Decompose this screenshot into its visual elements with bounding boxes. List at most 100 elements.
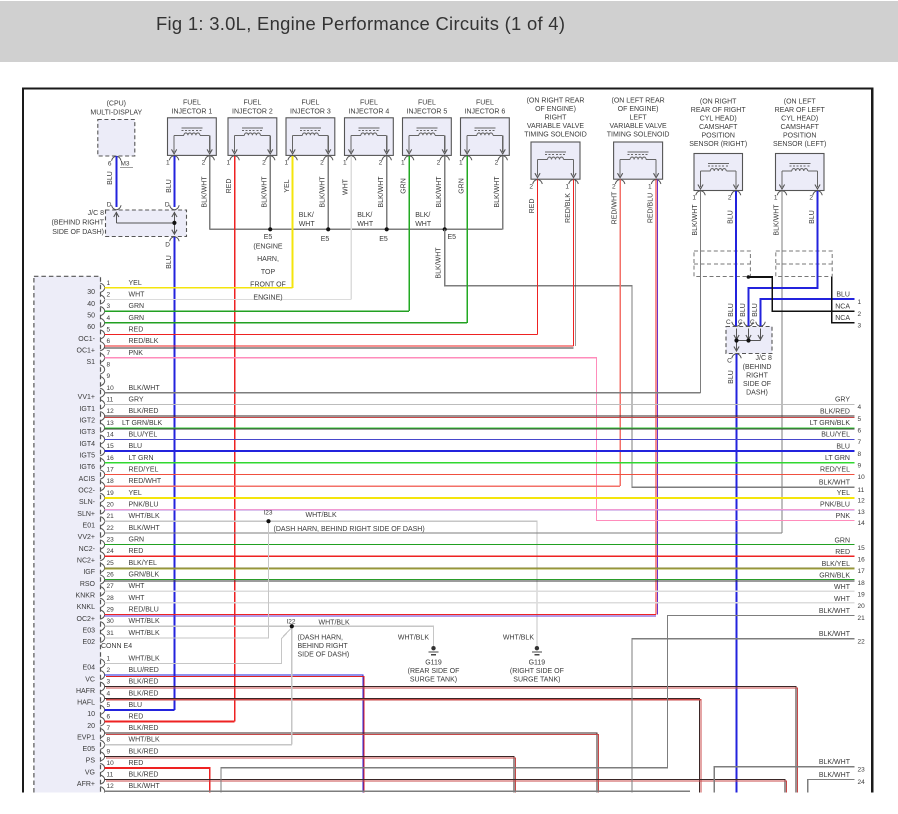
svg-text:INJECTOR 4: INJECTOR 4 xyxy=(349,109,390,116)
svg-text:9: 9 xyxy=(107,373,111,380)
svg-text:SENSOR (LEFT): SENSOR (LEFT) xyxy=(773,141,826,148)
svg-text:BLK/WHT: BLK/WHT xyxy=(436,176,443,208)
svg-text:BLK/RED: BLK/RED xyxy=(129,772,159,779)
svg-text:WHT/BLK: WHT/BLK xyxy=(306,512,337,519)
svg-text:VARIABLE VALVE: VARIABLE VALVE xyxy=(609,123,667,130)
svg-text:11: 11 xyxy=(107,772,114,779)
svg-text:NC2-: NC2- xyxy=(79,546,96,553)
svg-text:WHT: WHT xyxy=(129,291,146,298)
svg-text:WHT/BLK: WHT/BLK xyxy=(129,655,160,662)
svg-text:1: 1 xyxy=(343,160,347,167)
svg-text:S1: S1 xyxy=(86,359,95,366)
svg-text:2: 2 xyxy=(809,195,813,202)
svg-text:BLK/RED: BLK/RED xyxy=(129,679,159,686)
svg-text:WHT/BLK: WHT/BLK xyxy=(129,630,160,637)
svg-text:NC2+: NC2+ xyxy=(77,558,95,565)
svg-text:INJECTOR 2: INJECTOR 2 xyxy=(232,109,273,116)
svg-text:(ON RIGHT REAR: (ON RIGHT REAR xyxy=(527,98,585,105)
svg-text:VV1+: VV1+ xyxy=(78,394,95,401)
svg-text:BLK/RED: BLK/RED xyxy=(129,690,159,697)
svg-text:BLK/RED: BLK/RED xyxy=(129,748,159,755)
svg-text:SLN-: SLN- xyxy=(79,499,96,506)
svg-text:EVP1: EVP1 xyxy=(77,734,95,741)
svg-text:KNKL: KNKL xyxy=(77,604,95,611)
svg-text:4: 4 xyxy=(107,690,111,697)
svg-text:RED/WHT: RED/WHT xyxy=(129,478,162,485)
svg-text:PNK/BLU: PNK/BLU xyxy=(820,502,850,509)
svg-text:BLU: BLU xyxy=(740,303,747,317)
svg-text:HAFR: HAFR xyxy=(76,688,95,695)
svg-text:BLU: BLU xyxy=(809,210,816,224)
svg-text:11: 11 xyxy=(107,397,114,404)
svg-text:CAMSHAFT: CAMSHAFT xyxy=(780,124,819,131)
svg-text:25: 25 xyxy=(107,560,115,567)
svg-text:8: 8 xyxy=(858,451,862,458)
svg-text:FUEL: FUEL xyxy=(243,100,261,107)
svg-text:E01: E01 xyxy=(83,523,96,530)
svg-text:E5: E5 xyxy=(264,234,273,241)
svg-text:GRN: GRN xyxy=(129,537,145,544)
svg-text:10: 10 xyxy=(87,711,95,718)
svg-text:WHT/BLK: WHT/BLK xyxy=(503,635,534,642)
svg-text:12: 12 xyxy=(107,408,115,415)
svg-text:1: 1 xyxy=(692,195,696,202)
svg-text:31: 31 xyxy=(107,630,115,637)
svg-text:(REAR SIDE OF: (REAR SIDE OF xyxy=(408,668,460,675)
svg-text:BEHIND RIGHT: BEHIND RIGHT xyxy=(298,643,349,650)
svg-text:2: 2 xyxy=(202,160,206,167)
svg-text:17: 17 xyxy=(858,568,866,575)
svg-text:BLK/WHT: BLK/WHT xyxy=(129,783,161,790)
svg-text:BLU: BLU xyxy=(107,171,114,185)
svg-text:11: 11 xyxy=(858,487,865,494)
svg-text:TIMING SOLENOID: TIMING SOLENOID xyxy=(607,132,670,139)
svg-text:2: 2 xyxy=(320,160,324,167)
svg-text:IGT6: IGT6 xyxy=(79,464,95,471)
svg-text:1: 1 xyxy=(284,160,288,167)
svg-text:BLK/: BLK/ xyxy=(415,212,430,219)
svg-text:1: 1 xyxy=(648,184,652,191)
svg-text:RED: RED xyxy=(529,199,536,214)
svg-text:29: 29 xyxy=(107,607,115,614)
svg-text:30: 30 xyxy=(87,289,95,296)
svg-text:BLK/RED: BLK/RED xyxy=(820,408,850,415)
svg-text:18: 18 xyxy=(858,580,866,587)
svg-text:19: 19 xyxy=(858,592,866,599)
svg-text:28: 28 xyxy=(107,595,115,602)
svg-text:7: 7 xyxy=(858,439,862,446)
svg-text:OC1-: OC1- xyxy=(78,336,95,343)
svg-text:26: 26 xyxy=(107,572,115,579)
svg-text:1: 1 xyxy=(107,280,111,287)
svg-text:27: 27 xyxy=(107,583,115,590)
svg-text:23: 23 xyxy=(107,537,115,544)
svg-text:RED: RED xyxy=(835,549,850,556)
svg-text:TOP: TOP xyxy=(261,269,276,276)
svg-text:WHT: WHT xyxy=(343,178,350,195)
svg-text:GRN: GRN xyxy=(401,178,408,194)
svg-text:BLK/WHT: BLK/WHT xyxy=(774,204,781,236)
svg-text:RED/BLU: RED/BLU xyxy=(129,607,159,614)
svg-text:TIMING SOLENOID: TIMING SOLENOID xyxy=(524,132,587,139)
svg-text:BLU: BLU xyxy=(836,443,850,450)
svg-text:C: C xyxy=(750,319,755,326)
svg-text:20: 20 xyxy=(107,502,115,509)
svg-text:OC1+: OC1+ xyxy=(77,347,95,354)
svg-text:RED: RED xyxy=(129,548,144,555)
svg-text:OC2+: OC2+ xyxy=(77,616,95,623)
svg-text:2: 2 xyxy=(262,160,266,167)
svg-text:BLU: BLU xyxy=(836,291,850,298)
svg-text:50: 50 xyxy=(87,312,95,319)
svg-text:40: 40 xyxy=(87,301,95,308)
svg-text:BLK/WHT: BLK/WHT xyxy=(494,176,501,208)
svg-text:BLK/RED: BLK/RED xyxy=(129,725,159,732)
svg-text:(RIGHT SIDE OF: (RIGHT SIDE OF xyxy=(510,668,564,675)
svg-text:22: 22 xyxy=(858,638,866,645)
svg-text:1: 1 xyxy=(226,160,230,167)
svg-text:C: C xyxy=(738,319,743,326)
svg-text:E03: E03 xyxy=(83,628,96,635)
svg-text:SIDE OF DASH): SIDE OF DASH) xyxy=(298,652,350,659)
svg-text:RED/WHT: RED/WHT xyxy=(612,191,619,224)
svg-text:OC2-: OC2- xyxy=(78,487,95,494)
svg-text:CYL HEAD): CYL HEAD) xyxy=(781,116,818,123)
svg-text:WHT/BLK: WHT/BLK xyxy=(398,635,429,642)
svg-text:LT GRN/BLK: LT GRN/BLK xyxy=(122,420,163,427)
